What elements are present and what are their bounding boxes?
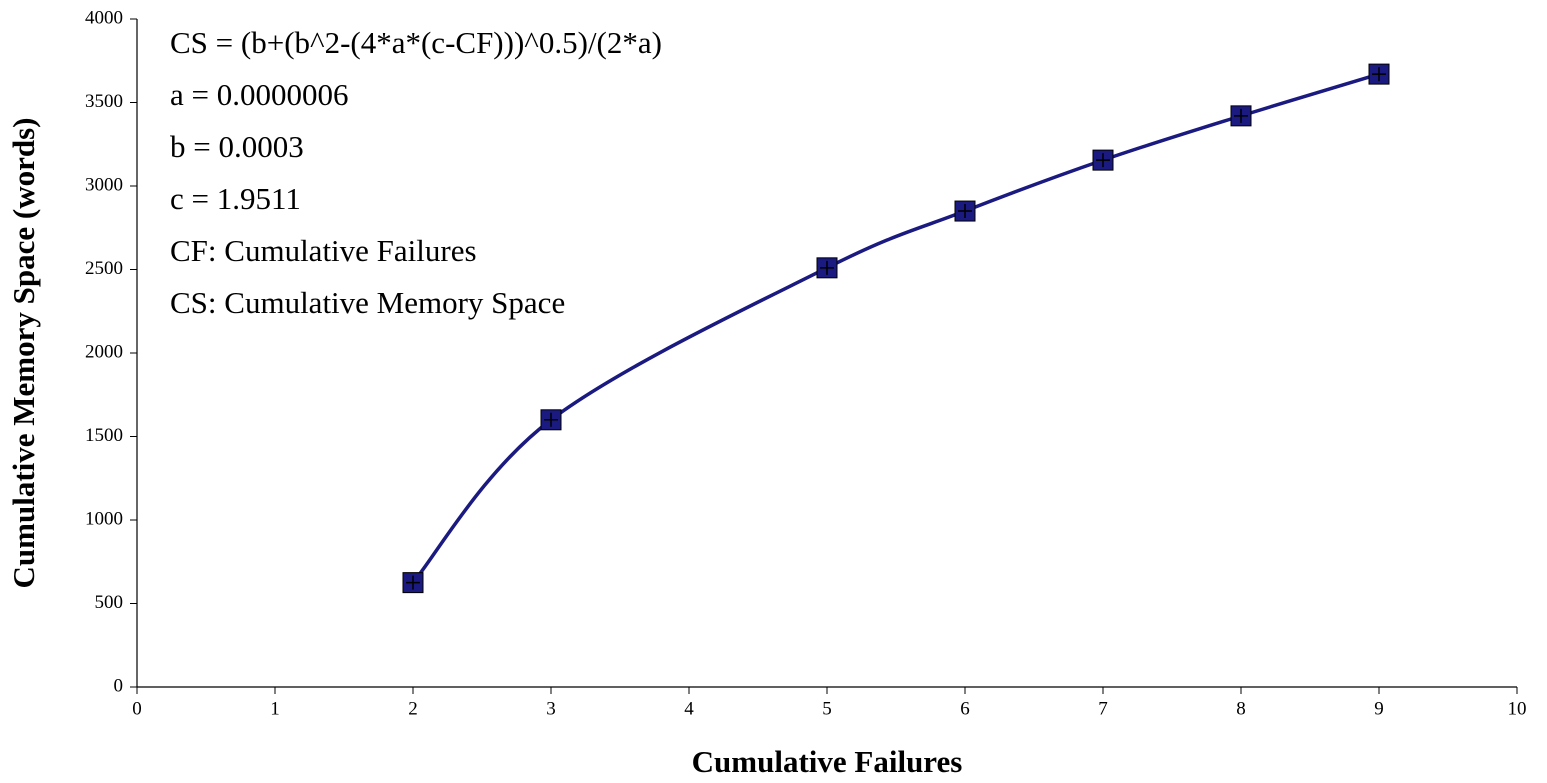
x-tick-label: 5 [822, 698, 832, 719]
x-tick-label: 8 [1236, 698, 1246, 719]
y-tick-label: 500 [95, 592, 124, 613]
x-tick-label: 9 [1374, 698, 1384, 719]
annotation: CF: Cumulative Failures [170, 233, 477, 268]
y-tick-label: 4000 [85, 7, 123, 28]
x-tick-label: 4 [684, 698, 694, 719]
x-tick-label: 0 [132, 698, 142, 719]
annotation: CS = (b+(b^2-(4*a*(c-CF)))^0.5)/(2*a) [170, 25, 662, 60]
marker [402, 572, 424, 594]
annotation: c = 1.9511 [170, 181, 301, 216]
marker [1230, 105, 1252, 127]
y-tick-label: 1500 [85, 425, 123, 446]
y-tick-label: 3500 [85, 91, 123, 112]
y-tick-label: 2000 [85, 341, 123, 362]
marker [816, 257, 838, 279]
marker [540, 409, 562, 431]
x-tick-label: 2 [408, 698, 418, 719]
annotation: CS: Cumulative Memory Space [170, 285, 565, 320]
y-tick-label: 2500 [85, 258, 123, 279]
y-tick-label: 0 [114, 675, 124, 696]
y-axis-label: Cumulative Memory Space (words) [6, 118, 41, 589]
annotation: b = 0.0003 [170, 129, 304, 164]
marker [1368, 63, 1390, 85]
x-tick-label: 1 [270, 698, 280, 719]
marker [1092, 149, 1114, 171]
x-tick-label: 6 [960, 698, 970, 719]
x-axis-label: Cumulative Failures [692, 744, 963, 779]
marker [954, 200, 976, 222]
x-tick-label: 7 [1098, 698, 1108, 719]
series-line [411, 72, 1380, 584]
y-tick-label: 1000 [85, 508, 123, 529]
annotation: a = 0.0000006 [170, 77, 349, 112]
x-tick-label: 10 [1508, 698, 1527, 719]
x-tick-label: 3 [546, 698, 556, 719]
y-tick-label: 3000 [85, 174, 123, 195]
